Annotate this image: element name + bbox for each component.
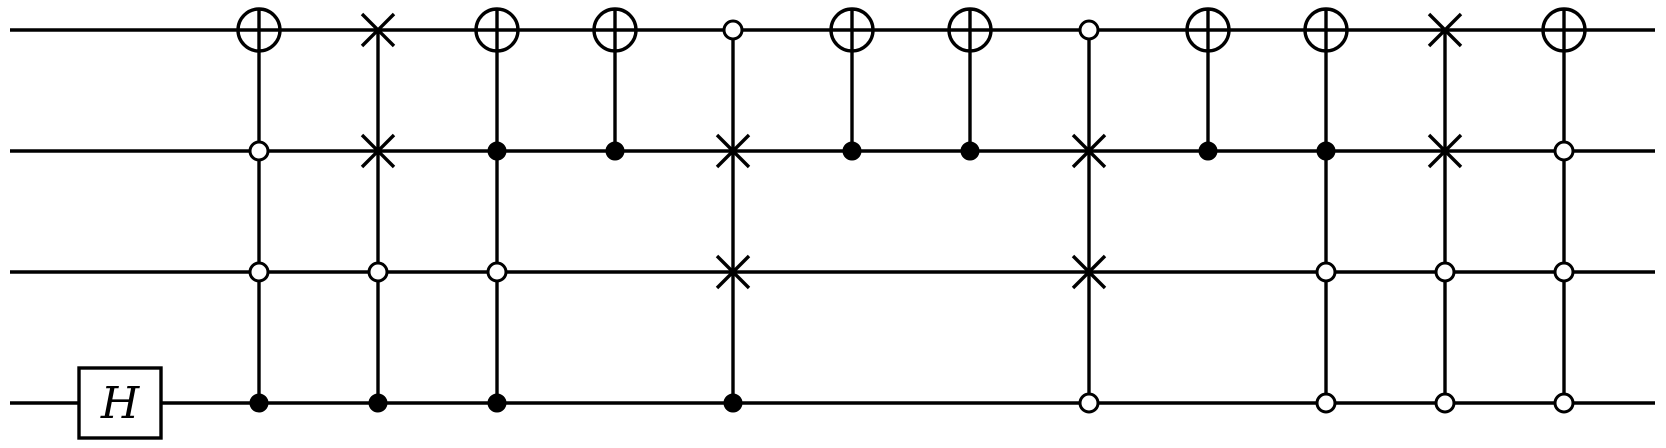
control-dot-open bbox=[1553, 392, 1575, 414]
control-dot-open bbox=[1315, 261, 1337, 283]
control-dot-filled bbox=[960, 141, 980, 161]
gate-12-controlled-x bbox=[1541, 7, 1587, 414]
gate-7-controlled-x bbox=[947, 7, 993, 161]
control-dot-open bbox=[1078, 19, 1100, 41]
swap-cross-b bbox=[360, 133, 396, 169]
control-dot-filled bbox=[1198, 141, 1218, 161]
gate-8-controlled-swap bbox=[1071, 19, 1107, 414]
control-dot-open bbox=[248, 140, 270, 162]
gate-9-controlled-x bbox=[1185, 7, 1231, 161]
control-dot-open bbox=[1553, 261, 1575, 283]
gate-0-single: H bbox=[77, 366, 163, 440]
control-dot-open bbox=[248, 261, 270, 283]
control-dot-open bbox=[486, 261, 508, 283]
gate-5-controlled-swap bbox=[715, 19, 751, 413]
control-dot-open bbox=[367, 261, 389, 283]
gate-4-controlled-x bbox=[592, 7, 638, 161]
swap-cross-b bbox=[1071, 133, 1107, 169]
gate-1-controlled-x bbox=[236, 7, 282, 413]
gate-10-controlled-x bbox=[1303, 7, 1349, 414]
control-dot-filled bbox=[605, 141, 625, 161]
control-dot-open bbox=[1434, 392, 1456, 414]
swap-cross-b bbox=[1427, 12, 1463, 48]
control-dot-filled bbox=[842, 141, 862, 161]
control-dot-open bbox=[1434, 261, 1456, 283]
qubit-wires bbox=[10, 28, 1655, 405]
gate-6-controlled-x bbox=[829, 7, 875, 161]
control-dot-filled bbox=[368, 393, 388, 413]
control-dot-filled bbox=[249, 393, 269, 413]
gate-box bbox=[77, 366, 163, 440]
gate-11-controlled-swap bbox=[1427, 12, 1463, 414]
control-dot-filled bbox=[487, 141, 507, 161]
gate-layer: H bbox=[77, 7, 1587, 440]
swap-cross-b bbox=[360, 12, 396, 48]
swap-cross-b bbox=[1427, 133, 1463, 169]
control-dot-filled bbox=[1316, 141, 1336, 161]
swap-cross-b bbox=[715, 133, 751, 169]
control-dot-open bbox=[1078, 392, 1100, 414]
control-dot-open bbox=[1315, 392, 1337, 414]
swap-cross-b bbox=[715, 254, 751, 290]
control-dot-open bbox=[1553, 140, 1575, 162]
control-dot-filled bbox=[487, 393, 507, 413]
swap-cross-b bbox=[1071, 254, 1107, 290]
control-dot-open bbox=[722, 19, 744, 41]
gate-label: H bbox=[100, 378, 141, 429]
control-dot-filled bbox=[723, 393, 743, 413]
gate-3-controlled-x bbox=[474, 7, 520, 413]
gate-2-controlled-swap bbox=[360, 12, 396, 413]
